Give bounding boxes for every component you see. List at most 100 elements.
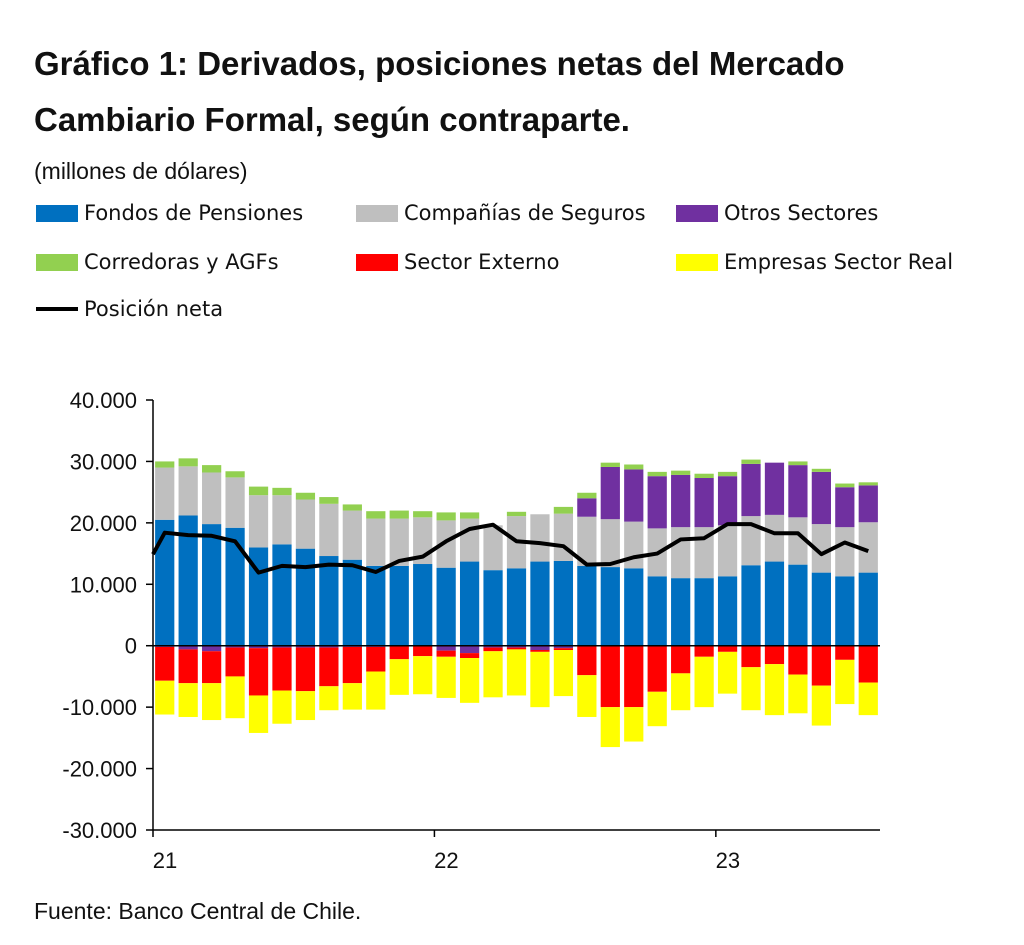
bar-segment	[319, 686, 339, 711]
bar-segment	[835, 483, 855, 488]
bar-segment	[436, 567, 456, 646]
bar-segment	[694, 578, 714, 646]
bar-segment	[647, 476, 667, 529]
bar-segment	[272, 690, 292, 724]
bar-segment	[858, 682, 878, 716]
bar-segment	[389, 659, 409, 695]
legend-label: Posición neta	[84, 297, 224, 321]
bar-segment	[600, 567, 620, 646]
bar-segment	[577, 645, 597, 676]
axes-layer: 40.000 30.000 20.000 10.000 0 -10.000 -20.000 -…	[62, 388, 880, 873]
y-tick-label: 30.000	[70, 449, 137, 474]
bar-segment	[459, 518, 480, 562]
bar-segment	[553, 645, 574, 649]
bar-segment	[553, 650, 574, 697]
bar-segment	[202, 524, 222, 646]
bar-segment	[202, 465, 222, 473]
bar-segment	[155, 461, 175, 468]
bar-segment	[671, 645, 691, 674]
bar-segment	[600, 645, 620, 708]
bar-segment	[858, 645, 878, 683]
bar-segment	[577, 565, 597, 646]
bar-segment	[694, 478, 714, 528]
legend-label: Otros Sectores	[724, 201, 879, 225]
bar-segment	[858, 482, 878, 486]
bar-segment	[342, 504, 362, 511]
bar-segment	[835, 659, 855, 705]
bar-segment	[647, 645, 667, 692]
legend-item-empresas-sector-real: Empresas Sector Real	[676, 249, 953, 275]
y-tick-label: 20.000	[70, 511, 137, 536]
bar-segment	[389, 510, 409, 519]
bar-segment	[272, 645, 292, 648]
bar-segment	[483, 651, 503, 698]
bar-segment	[342, 683, 362, 710]
bar-segment	[741, 459, 761, 464]
source-note: Fuente: Banco Central de Chile.	[34, 898, 362, 924]
legend-label: Compañías de Seguros	[404, 201, 646, 225]
legend: Fondos de Pensiones Compañías de Seguros…	[36, 196, 1016, 336]
bar-segment	[858, 485, 878, 523]
legend-swatch	[676, 204, 718, 222]
bar-segment	[694, 473, 714, 479]
bar-segment	[225, 527, 245, 646]
bar-segment	[577, 498, 597, 517]
bar-segment	[436, 650, 456, 657]
bar-segment	[436, 645, 456, 651]
bar-segment	[530, 650, 550, 652]
y-tick-label: 40.000	[70, 388, 137, 413]
bar-segment	[413, 645, 433, 657]
x-tick-label: 22	[434, 848, 458, 873]
bar-segment	[366, 518, 386, 566]
legend-item-fondos-de-pensiones: Fondos de Pensiones	[36, 200, 303, 226]
bar-segment	[717, 651, 738, 694]
bar-segment	[764, 645, 785, 665]
bar-segment	[600, 519, 620, 568]
bar-segment	[506, 645, 527, 648]
bar-segment	[178, 683, 198, 717]
bar-segment	[811, 471, 831, 525]
bar-segment	[671, 474, 691, 528]
bar-segment	[225, 645, 245, 648]
bar-segment	[483, 645, 503, 648]
bar-segment	[741, 463, 761, 517]
bar-segment	[202, 472, 222, 525]
bar-segment	[553, 506, 574, 514]
legend-swatch	[356, 253, 398, 271]
bar-segment	[272, 495, 292, 545]
y-tick-label: -30.000	[62, 818, 137, 843]
bar-segment	[366, 565, 386, 646]
bar-segment	[717, 525, 738, 577]
legend-swatch	[36, 204, 78, 222]
bar-segment	[858, 522, 878, 573]
bar-segment	[178, 466, 198, 516]
bar-segment	[436, 656, 456, 698]
legend-line	[36, 307, 78, 311]
bar-segment	[530, 645, 550, 651]
bar-segment	[647, 471, 667, 477]
bar-segment	[600, 462, 620, 467]
legend-label: Sector Externo	[404, 250, 560, 274]
bar-segment	[788, 517, 808, 565]
bar-segment	[811, 685, 831, 726]
legend-item-posicion-neta: Posición neta	[36, 296, 223, 322]
bar-segment	[248, 486, 269, 496]
bar-segment	[319, 503, 339, 557]
bar-segment	[202, 651, 222, 684]
bar-segment	[600, 466, 620, 520]
chart-subtitle: (millones de dólares)	[34, 158, 248, 184]
bar-segment	[811, 524, 831, 573]
bar-segment	[717, 471, 738, 477]
line-layer	[151, 522, 869, 575]
legend-item-sector-externo: Sector Externo	[356, 249, 559, 275]
bar-segment	[811, 572, 831, 646]
bar-segment	[225, 471, 245, 478]
bar-segment	[342, 646, 362, 684]
bar-segment	[319, 645, 339, 648]
bar-segment	[624, 464, 644, 470]
bar-segment	[225, 477, 245, 528]
bar-segment	[577, 675, 597, 717]
bar-segment	[858, 572, 878, 646]
bar-segment	[295, 492, 316, 500]
bar-segment	[413, 511, 433, 518]
